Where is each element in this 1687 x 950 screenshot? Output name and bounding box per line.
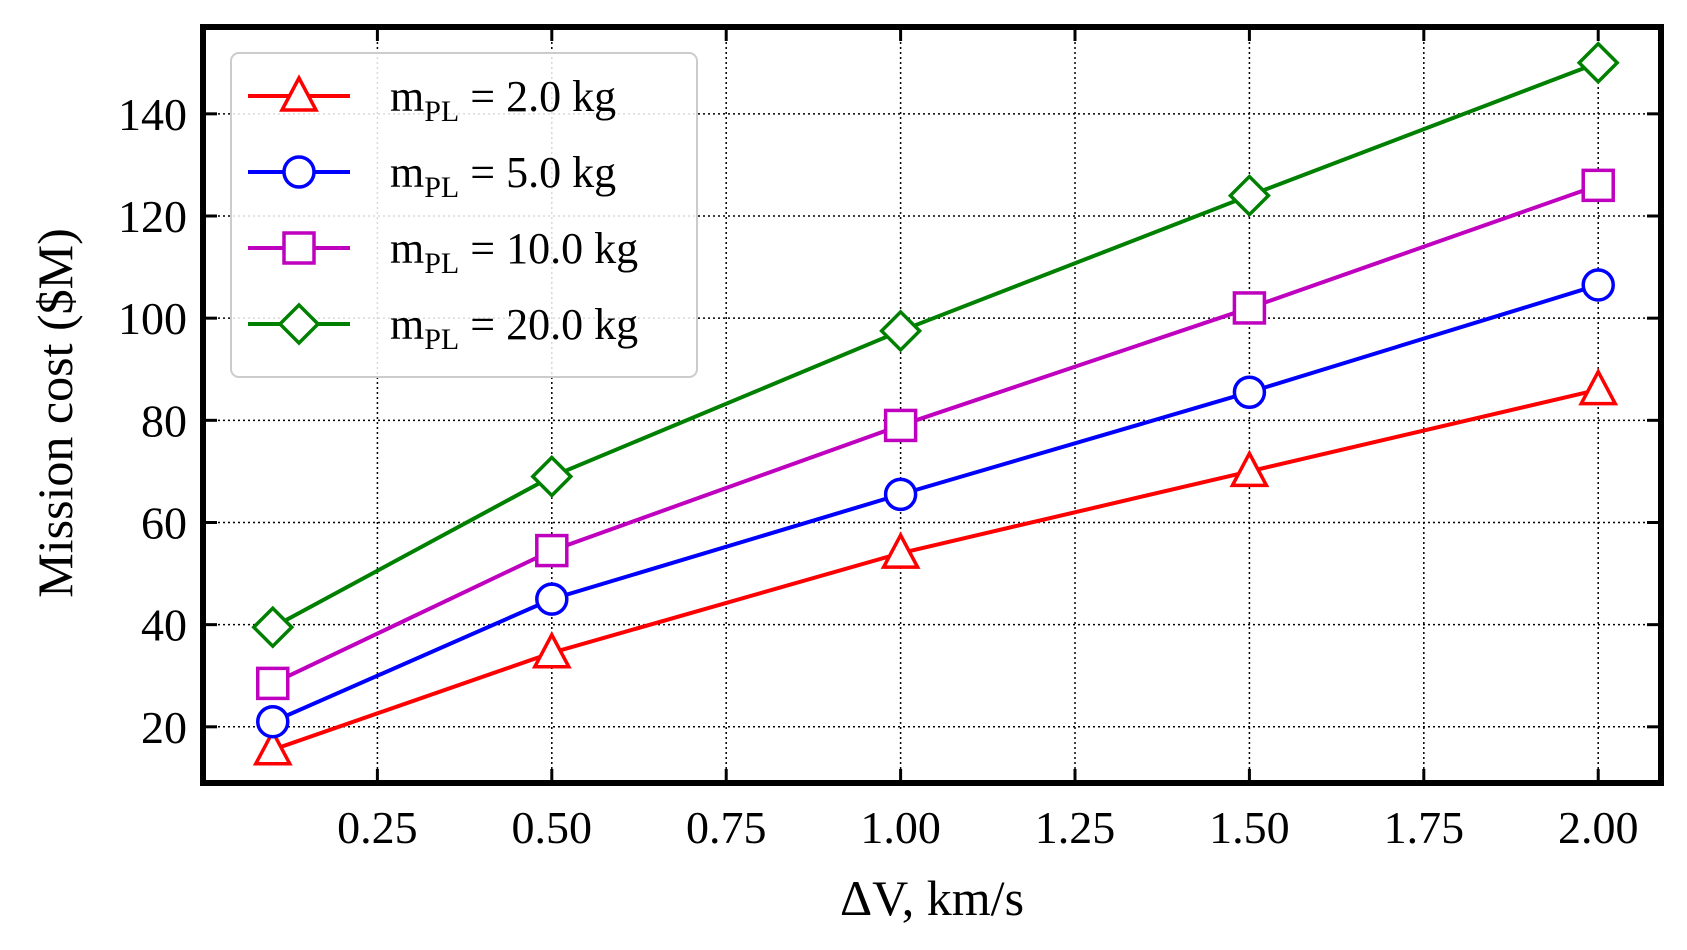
legend-marker: [277, 302, 321, 346]
y-tick-label: 20: [141, 702, 187, 753]
x-tick-label: 0.75: [686, 802, 767, 853]
y-axis-label: Mission cost ($M): [27, 228, 83, 597]
data-point: [1229, 449, 1270, 488]
series-diamond: [251, 41, 1620, 649]
legend-item: mPL = 2.0 kg: [248, 72, 616, 128]
data-point: [1227, 174, 1271, 218]
series-square: [256, 168, 1615, 701]
legend-label: mPL = 2.0 kg: [390, 72, 616, 128]
legend-label: mPL = 10.0 kg: [390, 224, 638, 280]
data-point: [883, 477, 918, 512]
data-point: [1581, 268, 1615, 302]
legend: mPL = 2.0 kg mPL = 5.0 kg mPL = 10.0 kg mPL…: [230, 52, 698, 378]
y-tick-label: 60: [141, 497, 187, 548]
legend-marker: [279, 74, 319, 112]
data-point: [535, 533, 569, 568]
data-point: [880, 531, 921, 569]
data-point: [535, 582, 569, 616]
y-tick-label: 40: [141, 600, 187, 651]
data-point: [256, 704, 290, 739]
data-point: [1578, 367, 1619, 406]
data-point: [1581, 168, 1615, 203]
data-point: [252, 728, 293, 766]
data-point: [1232, 375, 1267, 409]
y-tick-label: 100: [118, 293, 187, 344]
data-point: [531, 631, 572, 669]
legend-item: mPL = 5.0 kg: [248, 148, 616, 204]
legend-item: mPL = 10.0 kg: [248, 224, 638, 280]
x-tick-label: 1.50: [1209, 802, 1290, 853]
legend-box: [230, 52, 698, 378]
ticks: 0.25 0.50 0.75 1.00 1.25 1.50 1.75 2.00 20 40 60 80…: [118, 27, 1661, 853]
legend-marker: [282, 231, 316, 265]
legend-marker: [282, 155, 316, 189]
y-tick-label: 120: [118, 191, 187, 242]
y-tick-label: 140: [118, 89, 187, 140]
series-layer: [251, 41, 1620, 766]
y-tick-label: 80: [141, 395, 187, 446]
data-point: [883, 408, 918, 443]
legend-item: mPL = 20.0 kg: [248, 300, 638, 356]
data-point: [879, 309, 923, 353]
x-tick-label: 0.50: [512, 802, 593, 853]
data-point: [1232, 291, 1267, 325]
legend-label: mPL = 20.0 kg: [390, 300, 638, 356]
data-point: [251, 605, 295, 649]
legend-label: mPL = 5.0 kg: [390, 148, 616, 204]
series-circle: [256, 268, 1615, 739]
series-line: [272, 387, 1599, 752]
x-tick-label: 0.25: [337, 802, 418, 853]
data-point: [256, 666, 290, 701]
data-point: [1576, 41, 1620, 85]
x-tick-label: 1.75: [1384, 802, 1465, 853]
x-tick-label: 2.00: [1558, 802, 1639, 853]
x-tick-label: 1.00: [860, 802, 941, 853]
x-tick-label: 1.25: [1035, 802, 1116, 853]
data-point: [530, 455, 574, 498]
x-axis-label: ΔV, km/s: [840, 870, 1024, 926]
plot-frame: [200, 24, 1664, 786]
series-triangle: [252, 367, 1619, 766]
